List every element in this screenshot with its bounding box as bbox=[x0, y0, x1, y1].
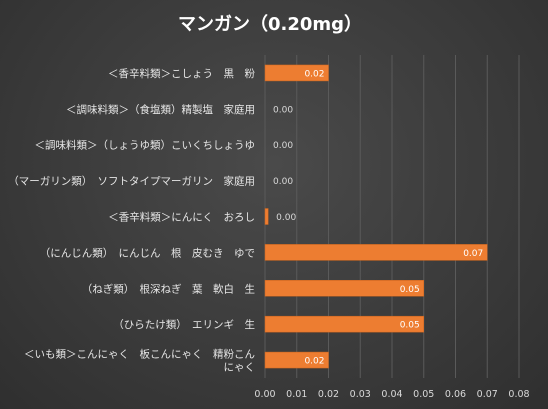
data-label: 0.00 bbox=[273, 105, 293, 115]
x-tick-label: 0.05 bbox=[413, 389, 434, 400]
data-label: 0.05 bbox=[400, 321, 420, 331]
grid-lines bbox=[264, 55, 520, 378]
category-label: （にんじん類） にんじん 根 皮むき ゆで bbox=[40, 246, 255, 259]
data-label: 0.07 bbox=[463, 249, 483, 259]
x-tick-label: 0.04 bbox=[381, 389, 402, 400]
data-label: 0.00 bbox=[276, 213, 296, 223]
x-tick-label: 0.00 bbox=[254, 389, 275, 400]
bar bbox=[264, 351, 329, 369]
bars bbox=[264, 64, 488, 369]
bar bbox=[264, 208, 269, 225]
x-tick-label: 0.02 bbox=[318, 389, 339, 400]
x-tick-label: 0.03 bbox=[350, 389, 371, 400]
bar bbox=[264, 244, 488, 261]
data-label: 0.05 bbox=[400, 285, 420, 295]
x-tick-label: 0.08 bbox=[508, 389, 529, 400]
category-label: ＜いも類＞こんにゃく 板こんにゃく 精粉こんにゃく bbox=[24, 348, 255, 374]
x-axis-ticks: 0.00 0.01 0.02 0.03 0.04 0.05 0.06 0.07 0.08 bbox=[254, 389, 529, 400]
x-tick-label: 0.01 bbox=[286, 389, 307, 400]
category-label: ＜香辛料類＞こしょう 黒 粉 bbox=[108, 67, 255, 80]
category-label: ＜香辛料類＞にんにく おろし bbox=[108, 211, 255, 224]
data-label: 0.00 bbox=[273, 177, 293, 187]
data-label: 0.02 bbox=[304, 357, 324, 367]
x-tick-label: 0.06 bbox=[445, 389, 466, 400]
category-labels: ＜香辛料類＞こしょう 黒 粉 ＜調味料類＞（食塩類）精製塩 家庭用 ＜調味料類＞（し… bbox=[8, 67, 255, 374]
chart-title: マンガン（0.20mg） bbox=[178, 14, 362, 35]
data-labels: 0.02 0.00 0.00 0.00 0.00 0.07 0.05 0.05 0.02 bbox=[273, 69, 483, 366]
bar bbox=[264, 280, 424, 297]
category-label: ＜調味料類＞（食塩類）精製塩 家庭用 bbox=[66, 103, 255, 116]
category-label: ＜調味料類＞（しょうゆ類）こいくちしょうゆ bbox=[35, 139, 256, 152]
x-tick-label: 0.07 bbox=[477, 389, 498, 400]
category-label: （ねぎ類） 根深ねぎ 葉 軟白 生 bbox=[82, 282, 255, 295]
category-label: （マーガリン類） ソフトタイプマーガリン 家庭用 bbox=[8, 175, 255, 188]
data-label: 0.00 bbox=[273, 141, 293, 151]
bar bbox=[264, 64, 329, 82]
bar bbox=[264, 315, 424, 333]
data-label: 0.02 bbox=[304, 69, 324, 79]
category-label: （ひらたけ類） エリンギ 生 bbox=[113, 318, 255, 331]
